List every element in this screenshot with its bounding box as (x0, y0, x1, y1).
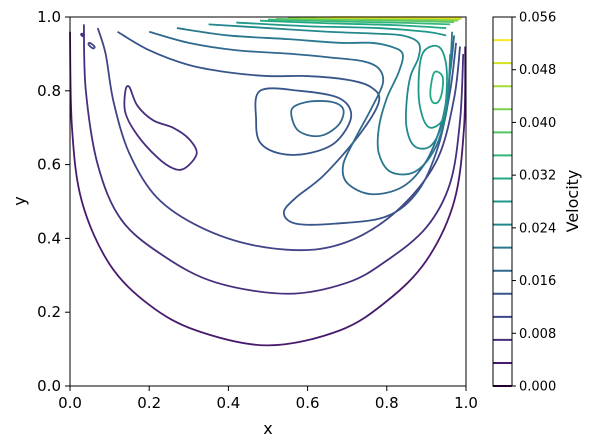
contour-line-4 (117, 30, 457, 226)
contour-line-3 (96, 27, 461, 252)
y-tick-label-4: 0.8 (37, 82, 61, 100)
colorbar-tick-label-7: 0.056 (519, 11, 556, 26)
colorbar-frame (492, 16, 513, 387)
colorbar-levels (493, 39, 512, 387)
colorbar-tick-label-3: 0.024 (519, 221, 556, 236)
y-axis-ticks: 0.0 0.2 0.4 0.6 0.8 1.0 (37, 8, 70, 395)
contour-line-2 (123, 85, 198, 171)
contour-line-10 (417, 44, 448, 129)
colorbar-tick-label-0: 0.000 (519, 380, 556, 395)
x-tick-label-0: 0.0 (58, 394, 82, 412)
contour-line-21 (80, 32, 85, 38)
colorbar-tick-label-6: 0.048 (519, 63, 556, 78)
x-tick-label-2: 0.4 (216, 394, 240, 412)
y-tick-label-2: 0.4 (37, 229, 61, 247)
plot-area (69, 16, 467, 387)
colorbar-tick-label-5: 0.040 (519, 116, 556, 131)
contour-line-0 (69, 31, 467, 347)
contour-line-7 (290, 100, 345, 138)
colorbar-tick-label-2: 0.016 (519, 274, 556, 289)
y-tick-label-3: 0.6 (37, 156, 61, 174)
contour-line-11 (429, 70, 444, 105)
plot-frame (69, 16, 467, 387)
contour-line-6 (148, 30, 456, 196)
contour-line-5 (254, 87, 353, 156)
x-axis-ticks: 0.0 0.2 0.4 0.6 0.8 1.0 (58, 386, 478, 412)
y-axis-label: y (10, 196, 29, 205)
contour-line-13 (260, 19, 447, 29)
contour-line-14 (267, 18, 451, 26)
x-axis-label: x (263, 419, 272, 438)
contour-line-15 (275, 17, 455, 24)
colorbar-tick-label-4: 0.032 (519, 169, 556, 184)
x-tick-label-3: 0.6 (296, 394, 320, 412)
colorbar-ticks: 0.000 0.008 0.016 0.024 0.032 0.040 0.048 0.056 (512, 11, 556, 395)
contour-line-20 (87, 41, 96, 50)
y-tick-label-1: 0.2 (37, 303, 61, 321)
y-tick-label-0: 0.0 (37, 377, 61, 395)
contour-line-1 (82, 24, 465, 295)
x-tick-label-1: 0.2 (137, 394, 161, 412)
colorbar-label: Velocity (563, 170, 582, 233)
colorbar: 0.000 0.008 0.016 0.024 0.032 0.040 0.048 0.056… (492, 11, 582, 395)
contour-line-8 (176, 27, 454, 176)
x-tick-label-4: 0.8 (375, 394, 399, 412)
contour-line-9 (208, 23, 452, 150)
x-tick-label-5: 1.0 (454, 394, 478, 412)
y-tick-label-5: 1.0 (37, 8, 61, 26)
contour-line-12 (236, 21, 447, 37)
colorbar-tick-label-1: 0.008 (519, 327, 556, 342)
